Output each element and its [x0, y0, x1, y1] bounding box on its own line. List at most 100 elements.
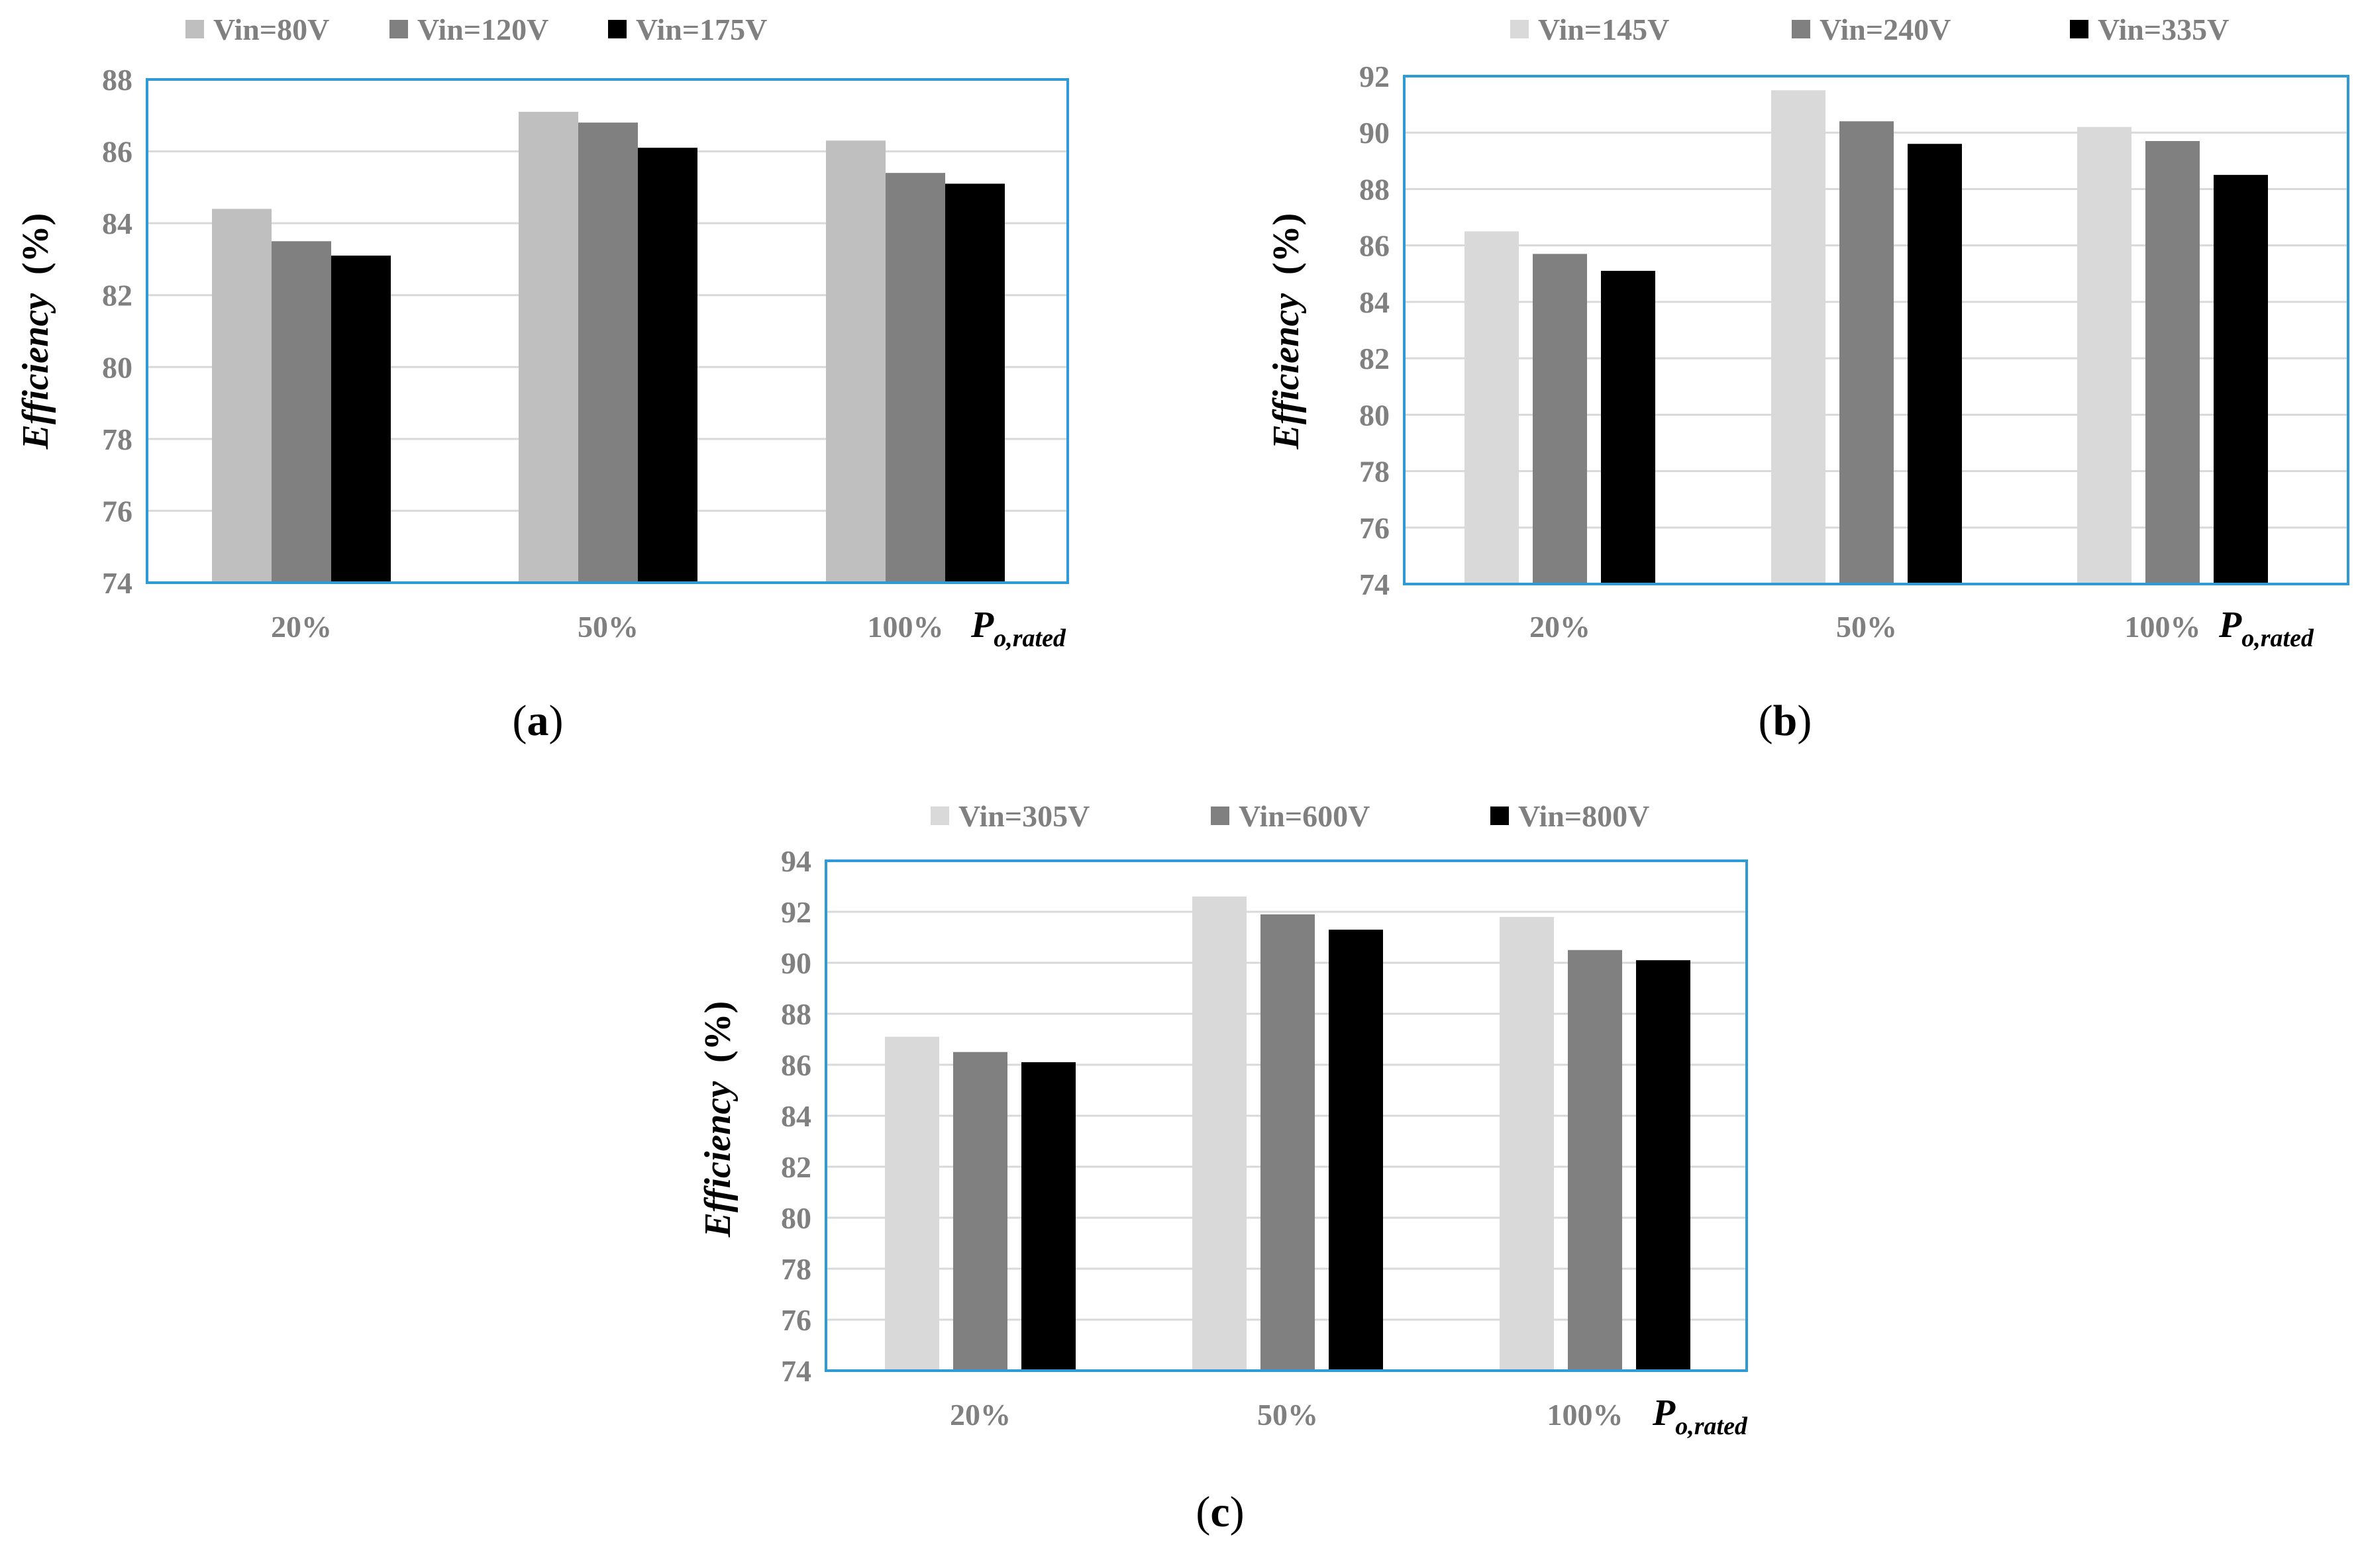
x-axis-unit-main: P: [970, 605, 994, 646]
y-axis-label-text: Efficiency: [15, 284, 56, 450]
y-tick-label: 80: [781, 1201, 811, 1235]
plot-frame: [146, 78, 1069, 584]
legend-swatch: [608, 20, 627, 38]
panel-letter: c: [1210, 1488, 1229, 1536]
y-tick-label: 92: [781, 895, 811, 929]
y-axis-label: Efficiency (%): [697, 1001, 739, 1238]
x-category-label: 50%: [1257, 1398, 1318, 1432]
panel-paren-open: (: [513, 697, 527, 745]
x-category-label: 50%: [1836, 610, 1897, 644]
legend-label: Vin=120V: [417, 13, 548, 46]
plot-frame: [825, 859, 1748, 1372]
y-tick-label: 78: [1359, 455, 1390, 489]
x-axis-unit-label: Po,rated: [2218, 605, 2314, 652]
y-tick-label: 82: [1359, 342, 1390, 375]
legend-swatch: [1792, 20, 1810, 38]
y-tick-label: 86: [1359, 229, 1390, 263]
panel-letter: b: [1773, 697, 1798, 745]
bar: [1601, 271, 1655, 584]
legend-swatch: [1510, 20, 1529, 38]
chart-panel-a: 74 76 78 80 82 84 86 88 20% 50% 100% Po,rated Effici…: [15, 13, 1069, 745]
y-tick-label: 74: [1359, 567, 1390, 601]
chart-panel-b: 74 76 78 80 82 84 86 88 90 92 20% 50% 100% Po,rated Ef…: [1266, 13, 2349, 745]
y-tick-label: 84: [102, 207, 132, 240]
bar: [272, 241, 331, 583]
y-tick-label: 74: [102, 566, 132, 600]
bar: [1192, 896, 1247, 1371]
y-tick-label: 82: [781, 1150, 811, 1184]
bar: [886, 173, 945, 583]
legend-swatch: [185, 20, 204, 38]
bar: [1500, 916, 1554, 1371]
y-axis-label: Efficiency (%): [1266, 213, 1307, 450]
chart-panel-c: 74 76 78 80 82 84 86 88 90 92 94 20% 50% 100% Po,rated…: [697, 799, 1748, 1536]
bar: [1839, 121, 1894, 584]
y-tick-label: 86: [102, 135, 132, 169]
x-axis-unit-main: P: [1652, 1393, 1676, 1434]
bar: [519, 111, 578, 583]
y-axis-label-unit: (%): [697, 1001, 739, 1063]
legend-label: Vin=240V: [1820, 13, 1951, 46]
legend-swatch: [2070, 20, 2088, 38]
bar: [2145, 141, 2200, 584]
y-tick-label: 74: [781, 1354, 811, 1388]
legend-swatch: [1211, 807, 1229, 825]
y-tick-label: 86: [781, 1048, 811, 1082]
x-category-label: 100%: [2125, 610, 2201, 644]
bar: [578, 122, 638, 583]
x-category-label: 100%: [1547, 1398, 1623, 1432]
x-category-label: 20%: [950, 1398, 1011, 1432]
y-tick-label: 76: [781, 1303, 811, 1337]
y-tick-label: 92: [1359, 60, 1390, 93]
bar: [212, 209, 272, 583]
y-tick-label: 90: [1359, 116, 1390, 150]
y-tick-label: 76: [1359, 511, 1390, 545]
legend-label: Vin=305V: [958, 799, 1090, 833]
legend-label: Vin=145V: [1538, 13, 1669, 46]
y-tick-label: 80: [1359, 398, 1390, 432]
x-axis-unit-label: Po,rated: [970, 605, 1066, 652]
y-tick-label: 88: [781, 997, 811, 1031]
legend-swatch: [389, 20, 408, 38]
x-axis-unit-subscript: o,rated: [994, 624, 1066, 652]
y-axis-label-unit: (%): [15, 213, 56, 275]
legend-label: Vin=600V: [1239, 799, 1370, 833]
legend-label: Vin=800V: [1518, 799, 1649, 833]
bar: [1568, 950, 1622, 1371]
x-category-label: 20%: [1529, 610, 1590, 644]
x-axis-unit-label: Po,rated: [1652, 1393, 1748, 1440]
legend-label: Vin=335V: [2098, 13, 2229, 46]
panel-paren-close: ): [549, 697, 564, 745]
bar: [1636, 960, 1690, 1371]
y-tick-label: 94: [781, 844, 811, 878]
bar: [1533, 254, 1587, 584]
bar: [885, 1036, 939, 1371]
y-axis-label: Efficiency (%): [15, 213, 56, 450]
legend-swatch: [931, 807, 949, 825]
panel-label: (c): [1196, 1488, 1244, 1536]
y-tick-label: 88: [102, 63, 132, 97]
panel-paren-close: ): [1230, 1488, 1245, 1536]
y-axis-label-unit: (%): [1266, 213, 1307, 275]
x-axis-unit-subscript: o,rated: [2241, 624, 2314, 652]
panel-letter: a: [527, 697, 549, 745]
bar: [826, 140, 886, 583]
y-tick-label: 80: [102, 350, 132, 384]
bar: [638, 148, 697, 583]
bar: [1908, 144, 1962, 584]
y-tick-label: 84: [1359, 285, 1390, 319]
x-category-label: 50%: [578, 610, 639, 644]
y-tick-label: 84: [781, 1099, 811, 1133]
panel-label: (a): [513, 697, 564, 745]
y-tick-label: 82: [102, 279, 132, 313]
bar: [1771, 90, 1825, 585]
panel-label: (b): [1759, 697, 1812, 745]
y-axis-label-text: Efficiency: [697, 1072, 739, 1238]
y-tick-label: 78: [102, 422, 132, 456]
bar: [1329, 929, 1383, 1371]
plot-frame: [1403, 75, 2349, 585]
y-tick-label: 90: [781, 946, 811, 980]
bar: [1464, 231, 1519, 585]
bar: [1021, 1062, 1076, 1371]
